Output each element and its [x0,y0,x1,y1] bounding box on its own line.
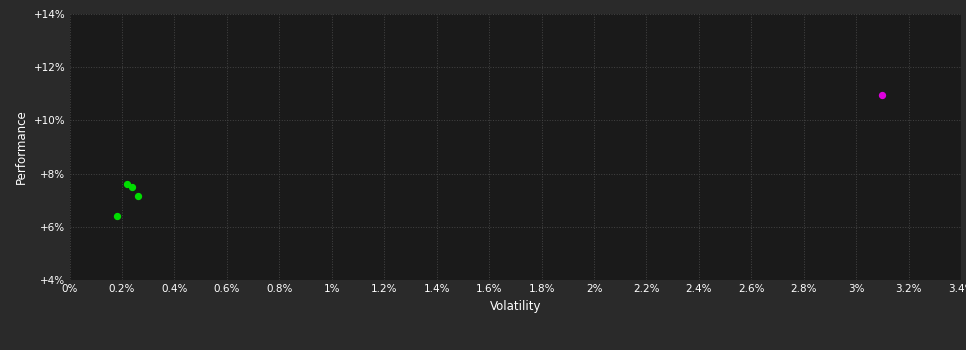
Point [130,194,146,199]
Point [125,184,140,190]
Point [120,181,135,187]
Y-axis label: Performance: Performance [15,110,28,184]
X-axis label: Volatility: Volatility [490,300,541,313]
Point [109,214,125,219]
Point [875,92,891,98]
